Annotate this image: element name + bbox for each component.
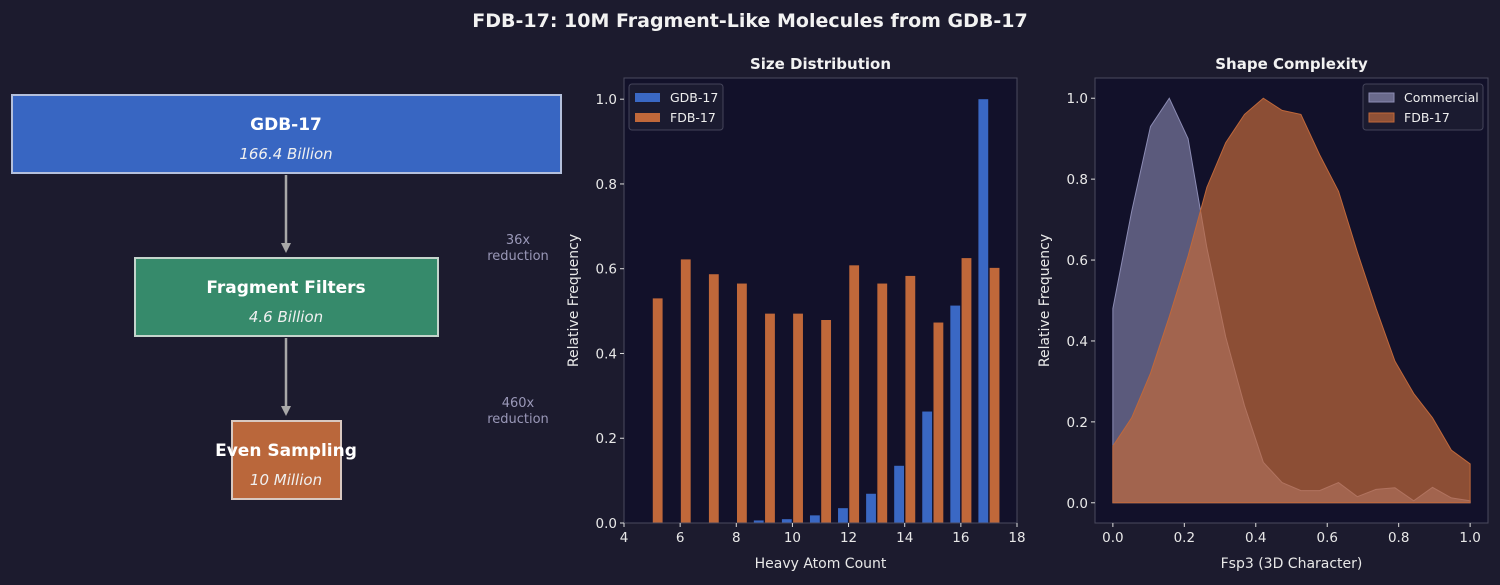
box-sampling-count: 10 Million (250, 471, 322, 489)
arrow-1-head (281, 243, 291, 253)
size-ytick-label: 0.8 (596, 177, 617, 193)
pipeline-diagram: GDB-17 166.4 Billion Fragment Filters 4.… (11, 94, 562, 500)
box-even-sampling (231, 420, 342, 500)
box-gdb17 (11, 94, 562, 174)
figure-title: FDB-17: 10M Fragment-Like Molecules from… (472, 10, 1027, 32)
box-gdb17-name: GDB-17 (250, 115, 322, 135)
bar-gdb-17 (866, 493, 876, 523)
size-ytick-label: 0.2 (596, 431, 617, 447)
size-title: Size Distribution (750, 55, 891, 73)
size-xtick-label: 18 (1008, 530, 1025, 546)
bar-gdb-17 (922, 411, 933, 523)
bar-gdb-17 (781, 519, 792, 523)
bar-fdb-17 (652, 298, 663, 523)
bar-fdb-17 (708, 274, 719, 523)
bar-gdb-17 (809, 515, 820, 523)
shape-xtick-label: 1.0 (1459, 530, 1480, 546)
bar-fdb-17 (933, 322, 944, 523)
box-gdb17-count: 166.4 Billion (239, 145, 332, 163)
bar-fdb-17 (821, 319, 832, 523)
size-legend-label: GDB-17 (670, 90, 718, 105)
size-legend-swatch (635, 113, 660, 122)
reduction-2-factor: 460x (502, 396, 535, 411)
bar-fdb-17 (793, 313, 803, 523)
bar-gdb-17 (978, 99, 989, 523)
size-xtick-label: 14 (896, 530, 913, 546)
size-xtick-label: 8 (732, 530, 741, 546)
box-filters-count: 4.6 Billion (249, 308, 323, 326)
shape-xtick-label: 0.8 (1388, 530, 1409, 546)
bar-gdb-17 (838, 508, 848, 523)
bar-fdb-17 (877, 283, 888, 523)
bar-fdb-17 (680, 259, 691, 523)
size-xtick-label: 12 (840, 530, 857, 546)
shape-legend-swatch (1368, 112, 1395, 123)
size-xtick-label: 4 (620, 530, 629, 546)
size-xlabel: Heavy Atom Count (755, 556, 887, 572)
bar-fdb-17 (961, 258, 972, 523)
shape-legend-label: Commercial (1404, 90, 1479, 105)
size-xtick-label: 16 (952, 530, 969, 546)
reduction-1-label: reduction (487, 249, 549, 264)
size-ytick-label: 0.0 (596, 516, 617, 532)
size-frame (623, 77, 1018, 524)
bar-fdb-17 (736, 283, 747, 523)
size-ytick-label: 1.0 (596, 92, 617, 108)
reduction-1-factor: 36x (506, 233, 531, 248)
shape-title: Shape Complexity (1215, 55, 1368, 73)
bar-fdb-17 (849, 265, 860, 523)
box-fragment-filters (134, 257, 439, 337)
arrow-2-head (281, 406, 291, 416)
shape-legend-label: FDB-17 (1404, 110, 1450, 125)
size-xtick-label: 6 (676, 530, 685, 546)
shape-ytick-label: 0.0 (1067, 496, 1088, 512)
shape-xlabel: Fsp3 (3D Character) (1221, 556, 1363, 572)
shape-xtick-label: 0.6 (1316, 530, 1337, 546)
shape-frame (1094, 77, 1489, 524)
shape-ytick-label: 0.6 (1067, 253, 1088, 269)
bar-gdb-17 (950, 305, 961, 523)
shape-xtick-label: 0.4 (1245, 530, 1266, 546)
size-ytick-label: 0.4 (596, 346, 617, 362)
size-distribution-chart: 4 6 8 10 12 14 16 18 0.0 0.2 0.4 0.6 0.8 1.0 Size Dist… (566, 55, 1026, 572)
bar-gdb-17 (753, 520, 764, 523)
shape-xtick-label: 0.2 (1174, 530, 1195, 546)
shape-ytick-label: 0.8 (1067, 172, 1088, 188)
bar-fdb-17 (765, 313, 775, 523)
box-filters-name: Fragment Filters (206, 278, 365, 298)
shape-ylabel: Relative Frequency (1037, 234, 1053, 367)
shape-legend-swatch (1368, 92, 1395, 103)
size-legend-swatch (635, 93, 660, 102)
shape-ytick-label: 0.4 (1067, 334, 1088, 350)
shape-ytick-label: 1.0 (1067, 91, 1088, 107)
bar-fdb-17 (905, 275, 916, 523)
size-legend-label: FDB-17 (670, 110, 716, 125)
size-ytick-label: 0.6 (596, 262, 617, 278)
bar-fdb-17 (989, 267, 1000, 523)
size-xtick-label: 10 (784, 530, 801, 546)
size-ylabel: Relative Frequency (566, 234, 582, 367)
shape-xtick-label: 0.0 (1102, 530, 1123, 546)
shape-ytick-label: 0.2 (1067, 415, 1088, 431)
box-sampling-name: Even Sampling (215, 441, 357, 461)
bar-gdb-17 (894, 465, 905, 523)
area-fdb-17 (1112, 97, 1471, 504)
shape-complexity-chart: 0.0 0.2 0.4 0.6 0.8 1.0 0.0 0.2 0.4 0.6 0.8 1.0 Shap… (1037, 55, 1489, 572)
reduction-2-label: reduction (487, 412, 549, 427)
